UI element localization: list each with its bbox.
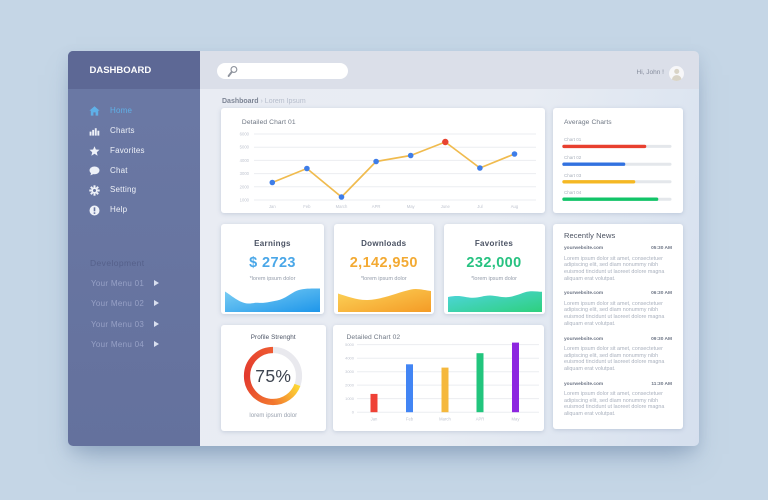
svg-text:Chart 02: Chart 02 [564, 155, 582, 160]
svg-text:March: March [439, 417, 451, 422]
svg-text:3000: 3000 [240, 171, 250, 176]
svg-text:APR: APR [372, 204, 381, 209]
svg-text:0: 0 [351, 410, 354, 415]
svg-text:5000: 5000 [240, 145, 250, 150]
svg-text:May: May [407, 204, 416, 209]
svg-text:Jul: Jul [477, 204, 482, 209]
svg-text:4000: 4000 [240, 158, 250, 163]
svg-text:Chart 01: Chart 01 [564, 137, 582, 142]
svg-text:5000: 5000 [345, 342, 355, 347]
svg-text:4000: 4000 [345, 356, 355, 361]
svg-text:March: March [336, 204, 348, 209]
svg-text:1000: 1000 [240, 198, 250, 203]
svg-text:APR: APR [475, 417, 484, 422]
svg-text:Chart 04: Chart 04 [564, 190, 582, 195]
svg-text:Chart 03: Chart 03 [564, 173, 582, 178]
svg-text:Feb: Feb [405, 417, 413, 422]
svg-text:3000: 3000 [345, 370, 355, 375]
svg-text:2000: 2000 [345, 383, 355, 388]
svg-text:Feb: Feb [303, 204, 311, 209]
svg-text:2000: 2000 [240, 184, 250, 189]
svg-text:Aug: Aug [511, 204, 519, 209]
svg-text:Jan: Jan [269, 204, 276, 209]
svg-text:6000: 6000 [240, 132, 250, 137]
svg-text:June: June [441, 204, 451, 209]
svg-text:1000: 1000 [345, 396, 355, 401]
svg-text:Jan: Jan [370, 417, 377, 422]
svg-text:May: May [511, 417, 520, 422]
